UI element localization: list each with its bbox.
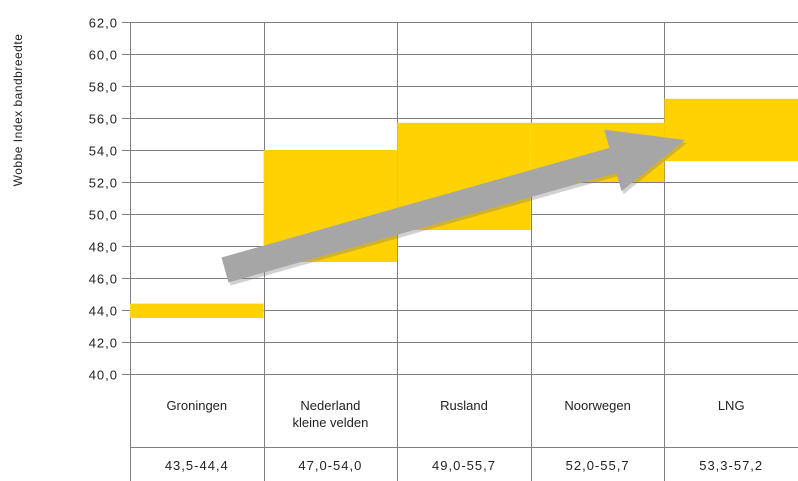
- arrow-icon: [221, 129, 685, 283]
- y-tick-label: 48,0: [89, 240, 118, 255]
- y-tick-label: 44,0: [89, 304, 118, 319]
- y-tick-label: 40,0: [89, 368, 118, 383]
- category-label: Nederland kleine velden: [292, 398, 368, 430]
- y-axis: 40,0 42,0 44,0 46,0 48,0 50,0 52,0 54,0 56,0 58,0…: [89, 16, 118, 383]
- range-label: 52,0-55,7: [566, 458, 630, 473]
- category-label: Rusland: [440, 398, 488, 413]
- range-labels: 43,5-44,4 47,0-54,0 49,0-55,7 52,0-55,7 53,3…: [165, 458, 763, 473]
- trend-arrow: [221, 129, 687, 286]
- category-label: Groningen: [166, 398, 227, 413]
- y-tick-label: 54,0: [89, 144, 118, 159]
- category-labels: Groningen Nederland kleine velden Rusland No…: [166, 398, 744, 430]
- y-axis-label: Wobbe Index bandbreedte: [11, 34, 25, 187]
- range-bar: [130, 303, 264, 318]
- y-tick-label: 58,0: [89, 80, 118, 95]
- y-tick-label: 46,0: [89, 272, 118, 287]
- y-tick-label: 60,0: [89, 48, 118, 63]
- range-label: 47,0-54,0: [298, 458, 362, 473]
- y-tick-label: 62,0: [89, 16, 118, 31]
- y-tick-label: 52,0: [89, 176, 118, 191]
- category-label: LNG: [718, 398, 745, 413]
- y-tick-label: 42,0: [89, 336, 118, 351]
- range-label: 43,5-44,4: [165, 458, 229, 473]
- range-label: 49,0-55,7: [432, 458, 496, 473]
- y-tick-label: 56,0: [89, 112, 118, 127]
- range-label: 53,3-57,2: [699, 458, 763, 473]
- category-label: Noorwegen: [564, 398, 631, 413]
- range-bar: [664, 98, 798, 162]
- y-tick-label: 50,0: [89, 208, 118, 223]
